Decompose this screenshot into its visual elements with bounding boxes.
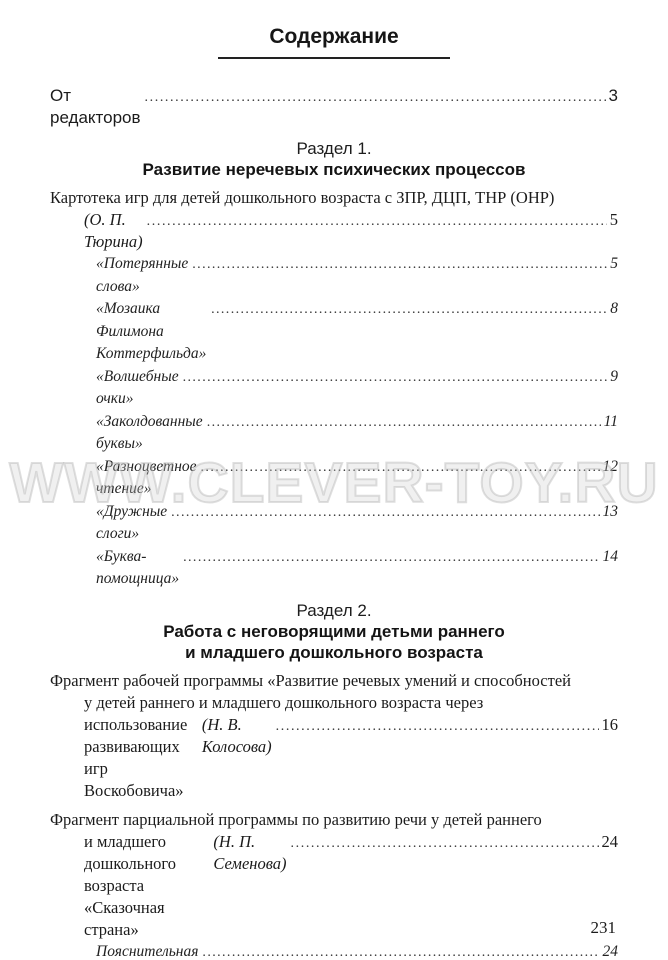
toc-subentry-page: 8	[610, 300, 618, 317]
toc-entry-page: 5	[609, 210, 618, 229]
dot-leader	[202, 941, 599, 960]
section-title: Развитие неречевых психических процессов	[142, 160, 526, 179]
section-heading-2: Раздел 2. Работа с неговорящими детьми р…	[50, 600, 618, 663]
toc-subentry: Пояснительная записка 24	[50, 941, 618, 960]
section-heading-1: Раздел 1. Развитие неречевых психических…	[50, 138, 618, 180]
dot-leader	[201, 456, 600, 480]
toc-entry-fragment-rabochey: Фрагмент рабочей программы «Развитие реч…	[50, 670, 618, 802]
dot-leader	[276, 714, 599, 738]
toc-entry-page: 16	[601, 714, 619, 734]
toc-subentry-page: 11	[603, 412, 618, 430]
page-title: Содержание	[269, 25, 399, 48]
toc-entry-author: (Н. П. Семенова)	[213, 831, 287, 873]
toc-subentry: «Заколдованные буквы» 11	[50, 411, 618, 456]
dot-leader	[192, 253, 607, 277]
dot-leader	[145, 85, 606, 109]
toc-entry-line: и младшего дошкольного возраста «Сказочн…	[50, 831, 618, 941]
toc-entry-label: От редакторов	[50, 86, 141, 127]
toc-subentry-page: 9	[610, 367, 618, 385]
toc-subentry-label: «Дружные слоги»	[96, 502, 172, 543]
toc-subentry-label: «Потерянные слова»	[96, 255, 193, 295]
toc-subentry: «Разноцветное чтение» 12	[50, 456, 618, 501]
toc-entry-text: и младшего дошкольного возраста «Сказочн…	[84, 831, 181, 939]
section-title: Работа с неговорящими детьми раннего	[163, 621, 505, 641]
toc-entry-line: использование развивающих игр Воскобович…	[50, 714, 618, 802]
toc-subentry-page: 13	[602, 502, 619, 520]
toc-subentry-page: 14	[602, 547, 619, 565]
toc-entry-line: Фрагмент рабочей программы «Развитие реч…	[50, 670, 571, 690]
toc-entry-page: 3	[608, 86, 618, 105]
section-label: Раздел 2.	[296, 600, 372, 620]
title-underline	[218, 57, 450, 59]
toc-entry-page: 24	[601, 831, 619, 851]
section-label: Раздел 1.	[296, 139, 372, 158]
toc-entry-line: Фрагмент парциальной программы по развит…	[50, 809, 542, 829]
toc-subentry: «Мозаика Филимона Коттерфильда» 8	[50, 298, 618, 366]
toc-subentry-label: «Волшебные очки»	[96, 367, 183, 408]
dot-leader	[291, 831, 599, 855]
dot-leader	[147, 209, 607, 233]
toc-entry-kartoteka: Картотека игр для детей дошкольного возр…	[50, 187, 618, 253]
toc-entry-text: использование развивающих игр Воскобович…	[84, 714, 192, 800]
toc-entry-author: (О. П. Тюрина)	[84, 210, 143, 251]
dot-leader	[183, 546, 599, 570]
toc-entry-author: (Н. В. Колосова)	[201, 714, 272, 756]
toc-subentry-page: 5	[610, 255, 618, 272]
toc-entry-line: у детей раннего и младшего дошкольного в…	[84, 692, 484, 712]
section1-subitems: «Потерянные слова» 5 «Мозаика Филимона К…	[50, 253, 618, 591]
dot-leader	[207, 411, 601, 435]
toc-subentry-label: «Заколдованные буквы»	[96, 412, 207, 453]
toc-subentry-page: 12	[602, 457, 619, 475]
dot-leader	[211, 298, 607, 322]
toc-subentry-label: «Буква-помощница»	[96, 547, 180, 588]
dot-leader	[171, 501, 599, 525]
toc-subentry: «Потерянные слова» 5	[50, 253, 618, 298]
toc-subentry: «Волшебные очки» 9	[50, 366, 618, 411]
toc-subentry-label: Пояснительная записка	[96, 942, 199, 960]
toc-subentry-label: «Мозаика Филимона Коттерфильда»	[96, 300, 207, 362]
toc-subentry: «Буква-помощница» 14	[50, 546, 618, 591]
toc-entry-line: Картотека игр для детей дошкольного возр…	[50, 188, 555, 207]
toc-entry-editors: От редакторов 3	[50, 85, 618, 129]
section-title: и младшего дошкольного возраста	[185, 642, 483, 662]
toc-subentry-page: 24	[602, 942, 619, 960]
toc-entry-fragment-parcialnoy: Фрагмент парциальной программы по развит…	[50, 809, 618, 941]
dot-leader	[183, 366, 608, 390]
toc-subentry-label: «Разноцветное чтение»	[96, 457, 201, 498]
section2-subitems: Пояснительная записка 24 Отличительные о…	[50, 941, 618, 960]
page-number: 231	[590, 918, 617, 937]
toc-entry-line: (О. П. Тюрина) 5	[50, 209, 618, 253]
toc-subentry: «Дружные слоги» 13	[50, 501, 618, 546]
